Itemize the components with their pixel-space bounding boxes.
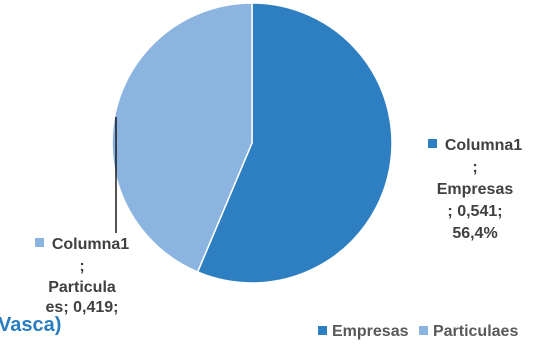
- pie-slices: [111, 2, 393, 284]
- data-label-percent: 56,4%: [452, 225, 498, 242]
- data-label-category: Particula es; 0,419;: [45, 279, 119, 316]
- data-label-category: Empresas: [436, 181, 514, 198]
- data-label-separator: ;: [79, 258, 85, 275]
- data-label-separator: ;: [472, 159, 478, 176]
- legend-label: Particulaes: [432, 323, 519, 340]
- chart-legend: Empresas Particulaes: [318, 322, 524, 342]
- data-label-series: Columna1: [444, 137, 523, 154]
- legend-item-particulaes: Particulaes: [418, 322, 519, 342]
- data-label-value: ; 0,541;: [447, 203, 503, 220]
- data-label-swatch: [34, 238, 44, 247]
- chart-title: Vasca): [0, 314, 62, 336]
- pie-slice-particulaes: [111, 2, 253, 273]
- legend-item-empresas: Empresas: [318, 322, 409, 342]
- legend-swatch: [418, 326, 428, 335]
- legend-label: Empresas: [332, 323, 409, 340]
- data-label-swatch: [427, 139, 437, 148]
- data-label-series: Columna1: [51, 236, 130, 253]
- legend-swatch: [318, 326, 327, 335]
- data-label-empresas: Columna1 ; Empresas ; 0,541; 56,4%: [410, 135, 540, 245]
- data-label-particulaes: Columna1 ; Particula es; 0,419;: [18, 234, 146, 318]
- pie-slice-empresas: [196, 2, 393, 284]
